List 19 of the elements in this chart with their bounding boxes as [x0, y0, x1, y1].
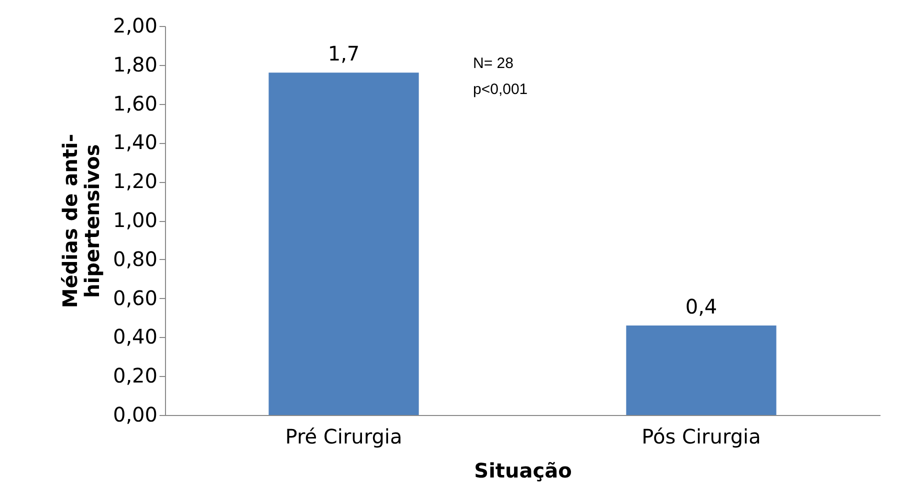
x-tick-label: Pré Cirurgia — [285, 424, 402, 448]
y-tick-label: 1,60 — [112, 91, 158, 116]
annotation: N= 28 — [473, 55, 514, 72]
annotation: 1,7 — [328, 42, 360, 66]
y-tick-label: 0,20 — [112, 364, 158, 388]
annotation: p<0,001 — [473, 81, 528, 98]
y-axis-title: Médias de anti-hipertensivos — [58, 134, 104, 308]
y-tick-label: 0,60 — [112, 286, 158, 310]
annotation: 0,4 — [685, 294, 718, 319]
y-tick-label: 1,40 — [112, 130, 158, 154]
y-tick-label: 0,40 — [112, 324, 158, 349]
x-axis-title: Situação — [474, 458, 572, 482]
y-tick-label: 1,80 — [112, 52, 158, 76]
y-tick-label: 0,80 — [112, 246, 158, 271]
y-tick-label: 1,20 — [112, 169, 158, 194]
x-tick-label: Pós Cirurgia — [642, 424, 761, 448]
y-tick-label: 1,00 — [112, 208, 158, 232]
y-tick-label: 0,00 — [112, 402, 158, 426]
y-tick-label: 2,00 — [112, 14, 158, 38]
